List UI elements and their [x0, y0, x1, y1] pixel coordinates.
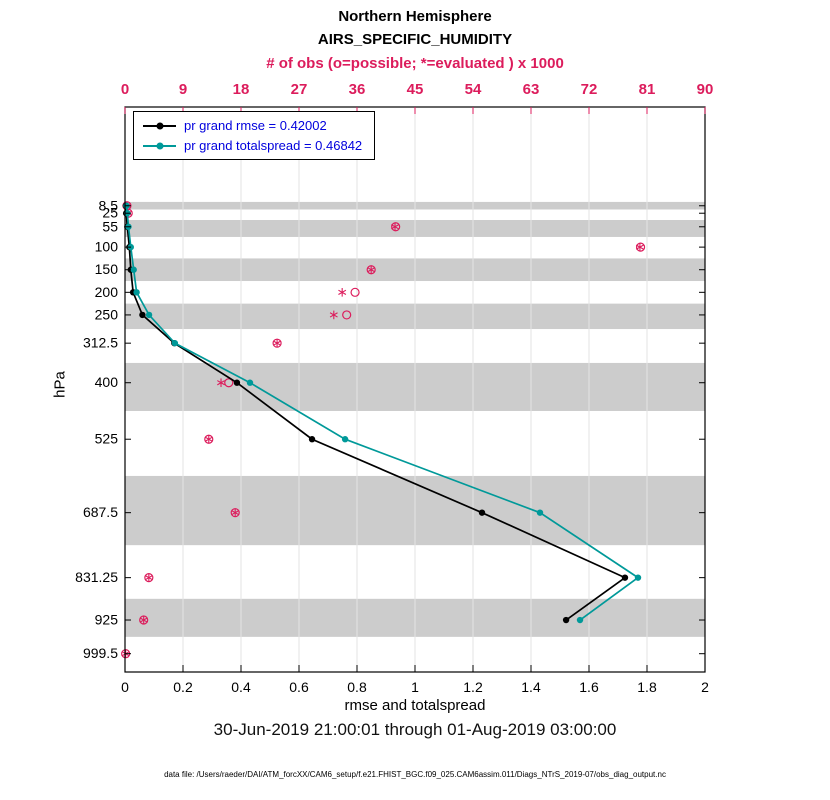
svg-text:999.5: 999.5	[83, 645, 118, 661]
tick-labels: 0 0.2 0.4 0.6 0.8 1 1.2 1.4 1.6 1.8 2 0 9 18 27 36 45 54 6…	[75, 81, 713, 695]
svg-text:100: 100	[95, 239, 119, 255]
svg-text:45: 45	[407, 81, 424, 98]
variable-title: AIRS_SPECIFIC_HUMIDITY	[317, 31, 513, 48]
svg-text:18: 18	[233, 81, 250, 98]
axis-ticks	[124, 107, 706, 672]
svg-text:250: 250	[95, 306, 119, 322]
y-axis-label: hPa	[51, 371, 69, 398]
svg-text:9: 9	[179, 81, 187, 98]
svg-text:0.6: 0.6	[289, 679, 309, 695]
svg-text:0.2: 0.2	[173, 679, 193, 695]
svg-text:2: 2	[701, 679, 709, 695]
svg-text:831.25: 831.25	[75, 569, 118, 585]
svg-text:0: 0	[121, 679, 129, 695]
svg-text:63: 63	[523, 81, 540, 98]
svg-text:54: 54	[465, 81, 482, 98]
gridlines	[182, 107, 648, 672]
data-file-path: data file: /Users/raeder/DAI/ATM_forcXX/…	[164, 770, 666, 779]
svg-text:1.2: 1.2	[463, 679, 483, 695]
svg-text:525: 525	[95, 431, 119, 447]
page-title: Northern Hemisphere	[338, 8, 492, 25]
svg-text:55: 55	[102, 218, 118, 234]
svg-text:0: 0	[121, 81, 129, 98]
svg-text:312.5: 312.5	[83, 335, 118, 351]
legend-item-totalspread: pr grand totalspread = 0.46842	[143, 138, 362, 153]
legend-label-totalspread: pr grand totalspread = 0.46842	[184, 138, 363, 153]
rmse-marker-icon	[156, 122, 163, 129]
svg-text:0.4: 0.4	[231, 679, 251, 695]
svg-text:36: 36	[349, 81, 366, 98]
svg-text:1.6: 1.6	[579, 679, 599, 695]
svg-text:1.4: 1.4	[521, 679, 541, 695]
top-axis-label: # of obs (o=possible; *=evaluated ) x 10…	[266, 55, 564, 72]
legend-item-rmse: pr grand rmse = 0.42002	[143, 118, 362, 133]
svg-text:400: 400	[95, 374, 119, 390]
svg-text:1: 1	[411, 679, 419, 695]
svg-text:27: 27	[291, 81, 308, 98]
svg-text:0.8: 0.8	[347, 679, 367, 695]
svg-text:81: 81	[639, 81, 656, 98]
svg-text:25: 25	[102, 205, 118, 221]
x-axis-label: rmse and totalspread	[344, 697, 486, 714]
svg-text:150: 150	[95, 261, 119, 277]
rmse-line-sample	[143, 122, 176, 129]
totalspread-marker-icon	[156, 142, 163, 149]
svg-text:72: 72	[581, 81, 598, 98]
legend: pr grand rmse = 0.42002 pr grand totalsp…	[133, 111, 376, 160]
svg-text:200: 200	[95, 284, 119, 300]
svg-text:687.5: 687.5	[83, 504, 118, 520]
svg-text:8.5: 8.5	[99, 197, 119, 213]
time-range-subtitle: 30-Jun-2019 21:00:01 through 01-Aug-2019…	[213, 720, 617, 739]
svg-text:1.8: 1.8	[637, 679, 657, 695]
title-block: Northern Hemisphere AIRS_SPECIFIC_HUMIDI…	[0, 0, 830, 72]
svg-text:90: 90	[697, 81, 714, 98]
svg-text:925: 925	[95, 612, 119, 628]
legend-label-rmse: pr grand rmse = 0.42002	[184, 118, 327, 133]
totalspread-line-sample	[143, 142, 176, 149]
